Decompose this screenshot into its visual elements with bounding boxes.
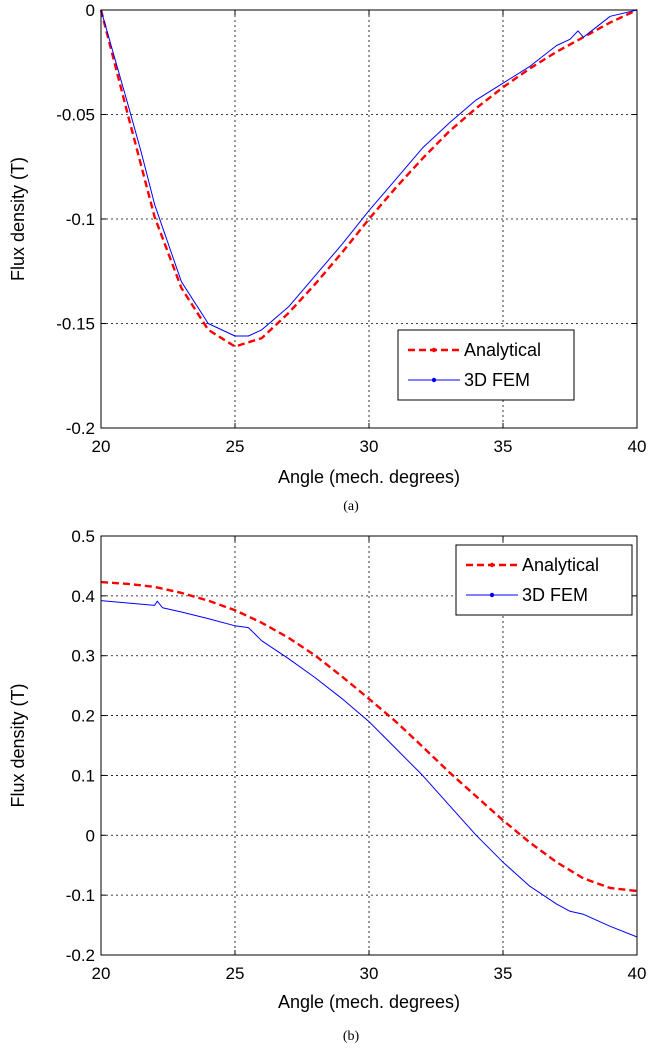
legend-marker	[431, 377, 437, 383]
x-tick-label: 35	[494, 437, 513, 456]
y-tick-label: -0.2	[66, 419, 95, 438]
series-line-3d-fem	[100, 600, 638, 938]
y-tick-label: -0.1	[66, 886, 95, 905]
x-axis-label: Angle (mech. degrees)	[278, 467, 460, 487]
y-axis-label: Flux density (T)	[8, 157, 28, 281]
x-tick-label: 40	[628, 437, 647, 456]
legend: Analytical 3D FEM	[455, 544, 633, 616]
y-tick-label: -0.15	[56, 315, 95, 334]
legend-label: Analytical	[464, 340, 541, 360]
y-tick-label: 0.1	[71, 766, 95, 785]
chart-a: 20 25 30 35 40 -0.2 -0.15 -0.1 -0.05 0 Analytical 3…	[8, 1, 646, 514]
y-tick-label: 0	[86, 1, 95, 20]
y-tick-label: 0.4	[71, 587, 95, 606]
x-tick-label: 25	[226, 964, 245, 983]
legend-box	[397, 329, 575, 401]
legend-label: 3D FEM	[464, 370, 530, 390]
x-axis-label: Angle (mech. degrees)	[278, 992, 460, 1012]
legend-label: 3D FEM	[522, 585, 588, 605]
chart-b: 20 25 30 35 40 -0.2 -0.1 0 0.1 0.2 0.3 0.4 0.5 Analyt…	[8, 527, 646, 1044]
axes-frame	[100, 535, 638, 956]
x-tick-label: 30	[360, 964, 379, 983]
y-axis-label: Flux density (T)	[8, 683, 28, 807]
x-tick-label: 20	[92, 964, 111, 983]
y-tick-label: -0.05	[56, 106, 95, 125]
y-tick-label: 0	[86, 826, 95, 845]
x-tick-label: 40	[628, 964, 647, 983]
x-tick-label: 20	[92, 437, 111, 456]
y-tick-label: -0.2	[66, 946, 95, 965]
y-tick-label: 0.3	[71, 647, 95, 666]
figure-caption: (b)	[343, 1029, 360, 1044]
legend: Analytical 3D FEM	[397, 329, 575, 401]
series-line-analytical	[100, 580, 638, 893]
y-tick-label: -0.1	[66, 210, 95, 229]
y-tick-label: 0.2	[71, 707, 95, 726]
legend-marker	[489, 592, 495, 598]
x-tick-label: 35	[494, 964, 513, 983]
x-tick-label: 25	[226, 437, 245, 456]
y-tick-label: 0.5	[71, 527, 95, 546]
series-line-3d-fem	[100, 9, 638, 337]
figure-caption: (a)	[343, 499, 359, 514]
x-tick-label: 30	[360, 437, 379, 456]
legend-label: Analytical	[522, 555, 599, 575]
legend-box	[455, 544, 633, 616]
legend-marker	[431, 347, 437, 353]
axes-frame	[100, 9, 638, 429]
legend-marker	[489, 562, 495, 568]
